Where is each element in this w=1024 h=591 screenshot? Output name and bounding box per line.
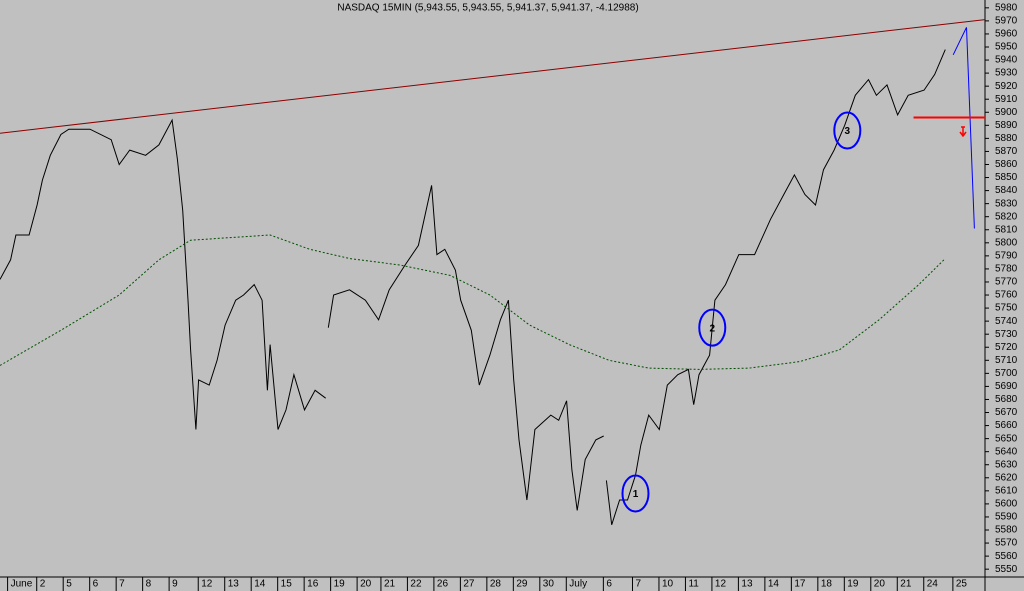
x-tick-label: 21 (384, 579, 396, 590)
x-tick-label: 22 (410, 579, 422, 590)
x-tick-label: 19 (334, 579, 346, 590)
y-tick-label: 5960 (995, 29, 1018, 40)
x-tick-label: 2 (40, 579, 46, 590)
x-tick-label: 15 (281, 579, 293, 590)
y-tick-label: 5800 (995, 237, 1018, 248)
y-tick-label: 5850 (995, 172, 1018, 183)
y-tick-label: 5730 (995, 329, 1018, 340)
x-tick-label: 27 (463, 579, 475, 590)
annotation-label: 2 (709, 323, 715, 334)
x-tick-label: 5 (66, 579, 72, 590)
x-tick-label: 13 (228, 579, 240, 590)
y-tick-label: 5590 (995, 512, 1018, 523)
y-tick-label: 5630 (995, 459, 1018, 470)
x-tick-label: 21 (900, 579, 912, 590)
y-tick-label: 5640 (995, 446, 1018, 457)
y-tick-label: 5700 (995, 368, 1018, 379)
x-tick-label: 7 (119, 579, 125, 590)
x-tick-label: 20 (874, 579, 886, 590)
x-tick-label: 28 (490, 579, 502, 590)
y-tick-label: 5950 (995, 42, 1018, 53)
y-tick-label: 5910 (995, 94, 1018, 105)
x-tick-label: July (569, 579, 587, 590)
x-tick-label: 6 (606, 579, 612, 590)
series-line (0, 49, 946, 525)
x-tick-label: 17 (794, 579, 806, 590)
x-tick-label: 10 (662, 579, 674, 590)
y-tick-label: 5760 (995, 290, 1018, 301)
x-tick-label: 14 (254, 579, 266, 590)
x-tick-label: 26 (437, 579, 449, 590)
y-tick-label: 5790 (995, 251, 1018, 262)
y-tick-label: 5830 (995, 198, 1018, 209)
y-tick-label: 5650 (995, 433, 1018, 444)
annotation-label: 3 (845, 126, 851, 137)
x-tick-label: 24 (927, 579, 939, 590)
y-tick-label: 5930 (995, 68, 1018, 79)
y-tick-label: 5860 (995, 159, 1018, 170)
x-tick-label: 6 (93, 579, 99, 590)
x-tick-label: 7 (635, 579, 641, 590)
y-tick-label: 5560 (995, 551, 1018, 562)
y-tick-label: 5680 (995, 394, 1018, 405)
y-tick-label: 5870 (995, 146, 1018, 157)
y-tick-label: 5810 (995, 224, 1018, 235)
y-tick-label: 5550 (995, 564, 1018, 575)
x-tick-label: 12 (201, 579, 213, 590)
y-tick-label: 5580 (995, 525, 1018, 536)
x-tick-label: 29 (516, 579, 528, 590)
y-tick-label: 5740 (995, 316, 1018, 327)
down-arrow (959, 126, 967, 138)
x-tick-label: 11 (688, 579, 699, 590)
y-tick-label: 5670 (995, 407, 1018, 418)
chart-title: NASDAQ 15MIN (5,943.55, 5,943.55, 5,941.… (337, 3, 638, 14)
annotation-circle (621, 474, 650, 513)
y-tick-label: 5880 (995, 133, 1018, 144)
y-tick-label: 5690 (995, 381, 1018, 392)
x-tick-label: 8 (146, 579, 152, 590)
y-tick-label: 5890 (995, 120, 1018, 131)
x-tick-label: 18 (821, 579, 833, 590)
y-tick-label: 5920 (995, 81, 1018, 92)
x-tick-label: 25 (956, 579, 968, 590)
y-tick-label: 5840 (995, 185, 1018, 196)
y-tick-label: 5900 (995, 107, 1018, 118)
annotation-label: 1 (633, 489, 639, 500)
x-tick-label: 14 (768, 579, 780, 590)
y-tick-label: 5610 (995, 485, 1018, 496)
y-tick-label: 5600 (995, 499, 1018, 510)
y-tick-label: 5970 (995, 16, 1018, 27)
y-tick-label: 5710 (995, 355, 1018, 366)
x-tick-label: 13 (741, 579, 753, 590)
annotation-circle (833, 111, 862, 150)
series-line (0, 234, 946, 370)
x-tick-label: 30 (543, 579, 555, 590)
x-tick-label: 12 (715, 579, 727, 590)
series-line (0, 19, 986, 134)
x-tick-label: 20 (360, 579, 372, 590)
x-tick-label: 19 (847, 579, 859, 590)
y-tick-label: 5660 (995, 420, 1018, 431)
x-tick-label: 16 (307, 579, 319, 590)
annotation-circle (698, 308, 727, 347)
x-tick-label: June (11, 579, 33, 590)
y-tick-label: 5980 (995, 2, 1018, 13)
y-tick-label: 5770 (995, 277, 1018, 288)
y-tick-label: 5940 (995, 55, 1018, 66)
y-tick-label: 5750 (995, 303, 1018, 314)
x-tick-label: 9 (172, 579, 178, 590)
y-tick-label: 5780 (995, 264, 1018, 275)
y-tick-label: 5570 (995, 538, 1018, 549)
y-tick-label: 5820 (995, 211, 1018, 222)
y-tick-label: 5620 (995, 472, 1018, 483)
y-tick-label: 5720 (995, 342, 1018, 353)
series-line (952, 27, 975, 229)
